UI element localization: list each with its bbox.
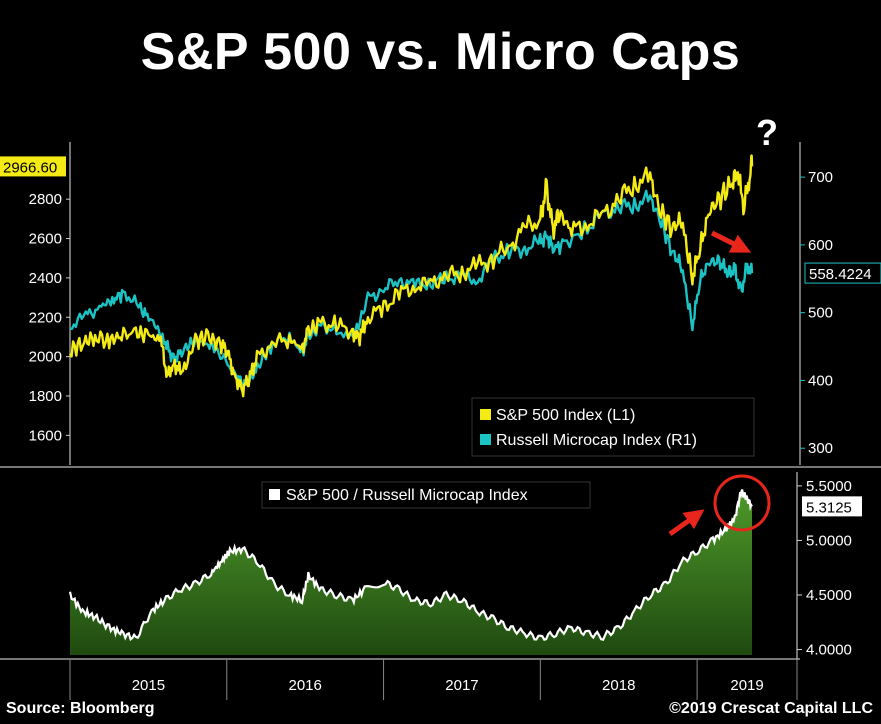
legend-swatch-ratio [269, 489, 280, 500]
bottom-series [68, 489, 753, 655]
sp500-last-value-badge: 2966.60 [0, 156, 66, 177]
ratio-axis-tick-label: 5.5000 [806, 478, 852, 495]
x-axis-year-label: 2018 [602, 677, 635, 694]
sp500-last-value-label: 2966.60 [3, 159, 57, 176]
left-axis-tick-label: 2200 [29, 309, 62, 326]
chart-title: S&P 500 vs. Micro Caps [140, 23, 741, 81]
top-series [68, 154, 754, 398]
top-legend: S&P 500 Index (L1) Russell Microcap Inde… [471, 397, 755, 457]
ratio-axis-tick-label: 4.5000 [806, 587, 852, 604]
sp500-last-value-bg [0, 156, 66, 177]
top-panel-frame [0, 142, 881, 468]
footer-copyright: ©2019 Crescat Capital LLC [669, 700, 873, 717]
microcap-last-value-label: 558.4224 [809, 266, 872, 283]
legend-label-sp500: S&P 500 Index (L1) [496, 407, 635, 424]
x-axis-year-label: 2015 [132, 677, 165, 694]
red-arrow-down [710, 230, 752, 253]
left-axis-tick-label: 2000 [29, 349, 62, 366]
ratio-axis-tick-label: 5.0000 [806, 532, 852, 549]
legend-swatch-sp500 [480, 409, 491, 420]
microcap-last-value-bg [804, 262, 881, 284]
footer-source: Source: Bloomberg [6, 700, 155, 717]
ratio-last-value-bg [802, 496, 862, 517]
sp500-line [68, 154, 754, 398]
legend-swatch-microcap [480, 434, 491, 445]
red-circle-annotation [713, 474, 771, 532]
microcap-last-value-badge: 558.4224 [804, 262, 881, 284]
right-axis-tick-label: 600 [808, 237, 833, 254]
right-axis-tick-label: 400 [808, 372, 833, 389]
red-arrow-up [668, 509, 705, 537]
x-axis-year-label: 2019 [730, 677, 763, 694]
right-axis-tick-label: 300 [808, 440, 833, 457]
x-axis-year-label: 2016 [288, 677, 321, 694]
bottom-legend: S&P 500 / Russell Microcap Index [261, 481, 591, 509]
ratio-line [68, 489, 753, 642]
right-axis-tick-label: 500 [808, 305, 833, 322]
bottom-axes: 4.0000 4.5000 5.0000 5.5000 5.3125 [797, 478, 862, 659]
left-axis-tick-label: 2800 [29, 191, 62, 208]
legend-label-microcap: Russell Microcap Index (R1) [496, 432, 697, 449]
question-mark-annotation: ? [756, 112, 778, 153]
right-axis-tick-label: 700 [808, 169, 833, 186]
left-axis-tick-label: 2400 [29, 270, 62, 287]
left-axis-tick-label: 1600 [29, 427, 62, 444]
bottom-panel-frame [0, 472, 800, 660]
x-axis: 2015 2016 2017 2018 2019 [69, 659, 798, 700]
x-axis-year-label: 2017 [445, 677, 478, 694]
left-axis-tick-label: 1800 [29, 388, 62, 405]
top-axes: 1600 1800 2000 2200 2400 2600 2800 300 400 500 600… [0, 156, 881, 457]
ratio-last-value-label: 5.3125 [806, 499, 852, 516]
ratio-last-value-badge: 5.3125 [802, 496, 862, 517]
legend-label-ratio: S&P 500 / Russell Microcap Index [286, 487, 528, 504]
ratio-axis-tick-label: 4.0000 [806, 642, 852, 659]
ratio-area [70, 489, 752, 655]
left-axis-tick-label: 2600 [29, 231, 62, 248]
